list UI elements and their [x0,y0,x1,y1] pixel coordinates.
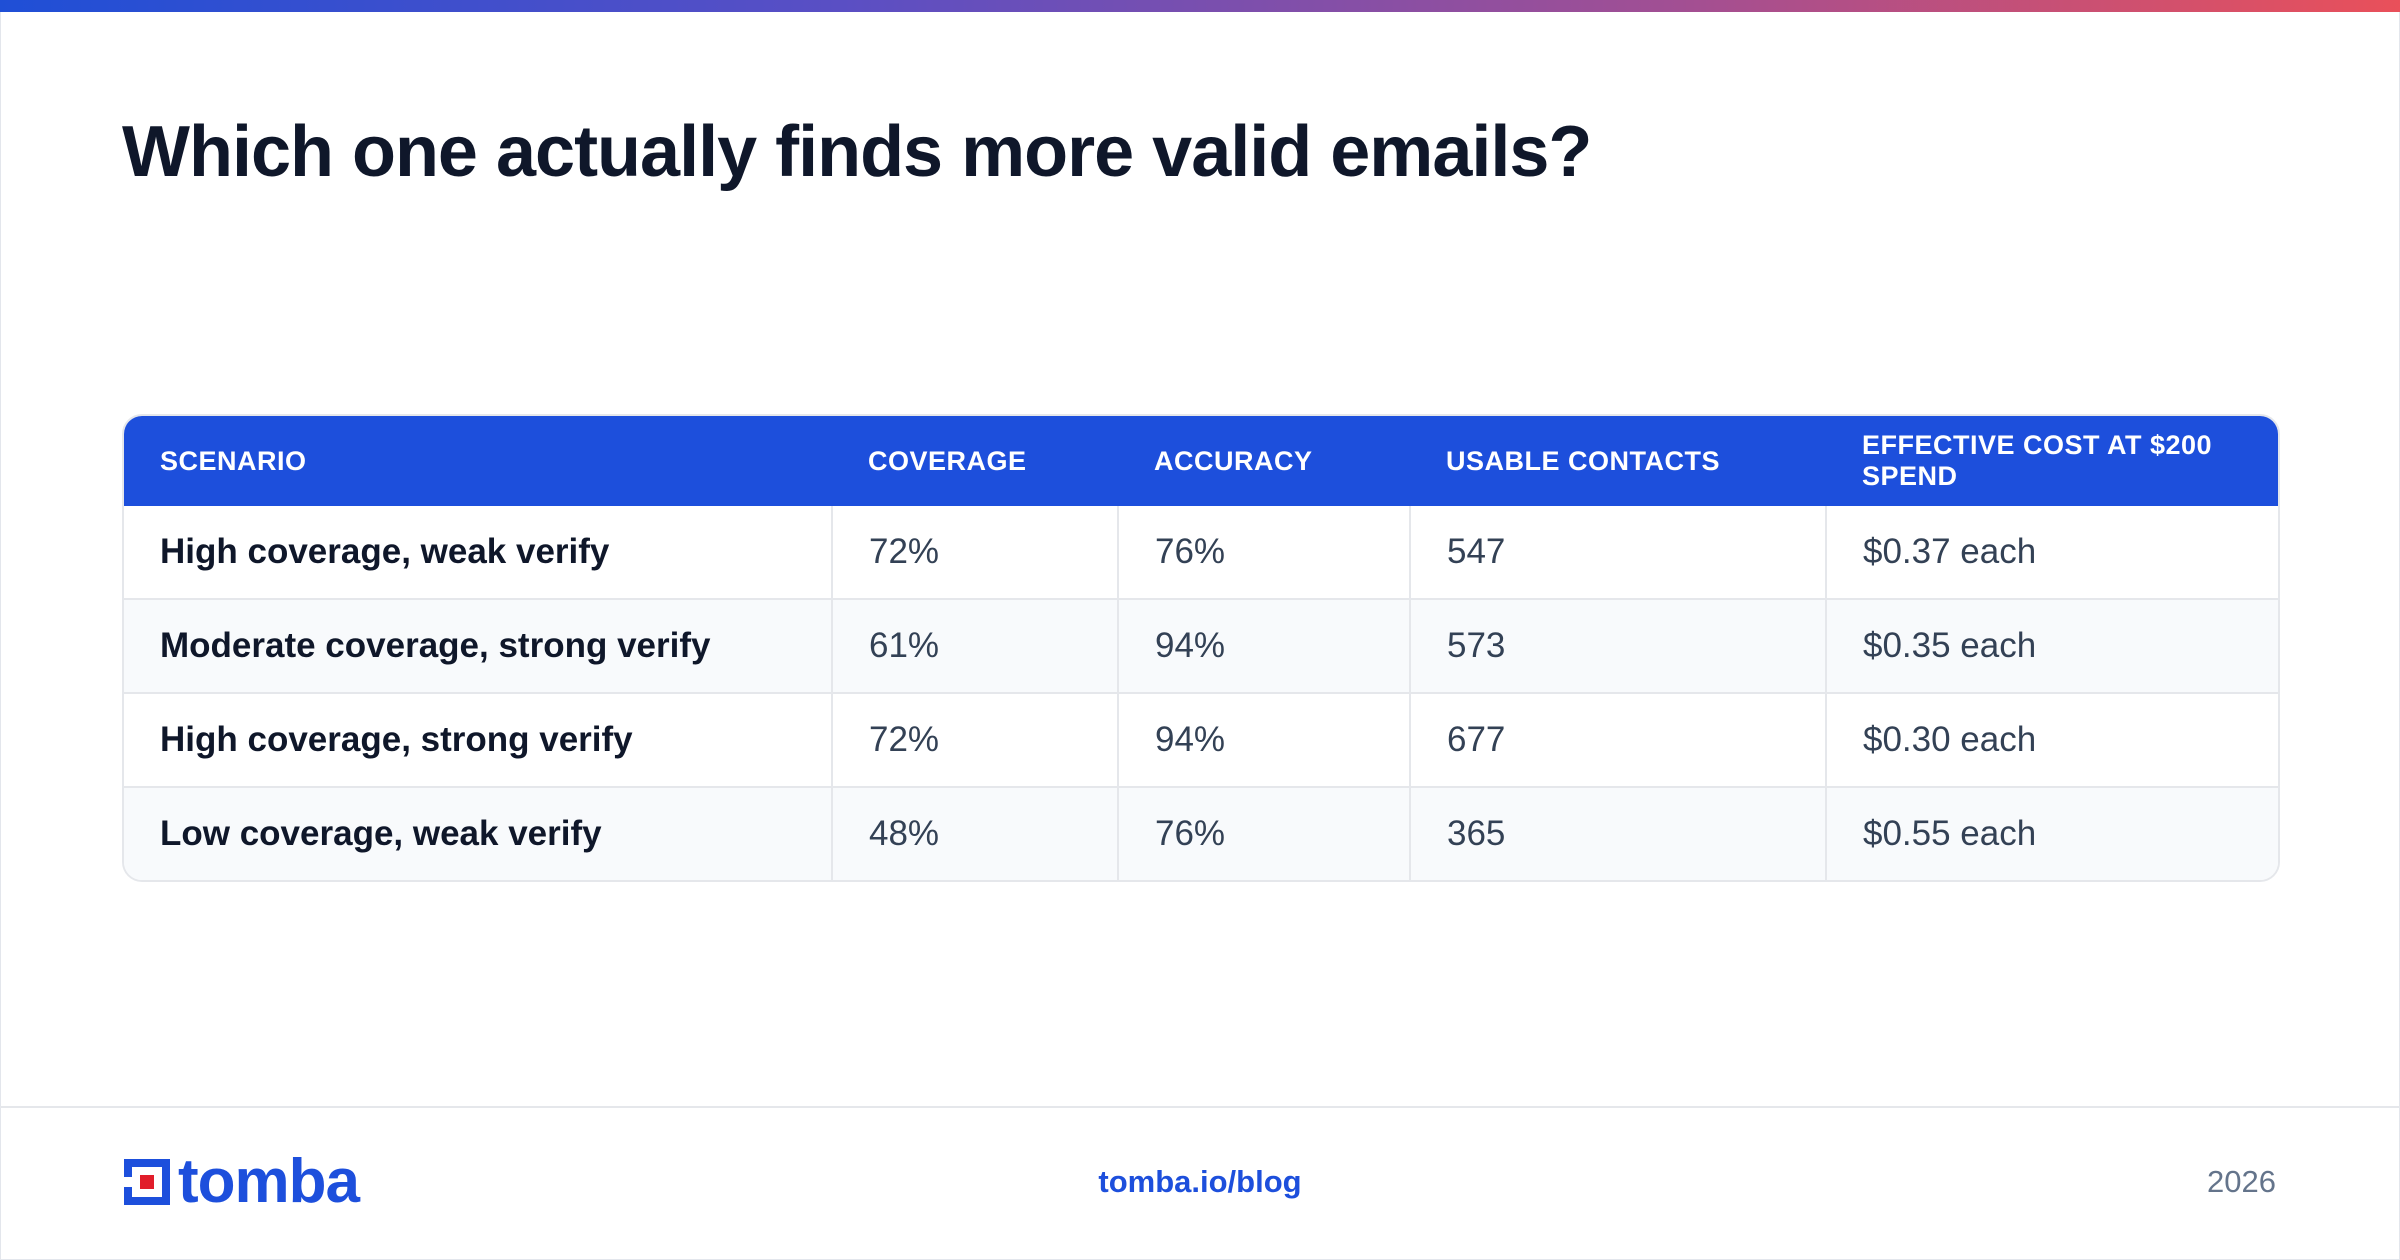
cell-usable-contacts: 365 [1409,786,1826,880]
table-row: High coverage, strong verify 72% 94% 677… [124,692,2278,787]
cell-usable-contacts: 547 [1409,506,1826,599]
table-row: Moderate coverage, strong verify 61% 94%… [124,598,2278,693]
cell-usable-contacts: 677 [1409,692,1826,787]
logo-wordmark: tomba [178,1147,360,1216]
cell-accuracy: 76% [1117,786,1410,880]
tomba-logo-icon [122,1157,172,1207]
cell-effective-cost: $0.35 each [1825,598,2278,693]
cell-effective-cost: $0.30 each [1825,692,2278,787]
table-header-row: SCENARIO COVERAGE ACCURACY USABLE CONTAC… [124,416,2278,506]
cell-effective-cost: $0.55 each [1825,786,2278,880]
footer-divider [0,1106,2400,1108]
cell-coverage: 48% [831,786,1118,880]
cell-accuracy: 94% [1117,692,1410,787]
cell-scenario: Low coverage, weak verify [124,786,832,880]
page-title: Which one actually finds more valid emai… [122,112,1592,192]
cell-scenario: High coverage, strong verify [124,692,832,787]
cell-scenario: High coverage, weak verify [160,532,610,571]
column-header-accuracy: ACCURACY [1118,416,1410,506]
column-header-coverage: COVERAGE [832,416,1118,506]
column-header-scenario: SCENARIO [124,416,832,506]
cell-accuracy: 94% [1117,598,1410,693]
top-gradient-bar [0,0,2400,12]
cell-coverage: 72% [831,506,1118,599]
column-header-effective-cost: EFFECTIVE COST AT $200 SPEND [1826,416,2278,506]
tomba-logo: tomba [122,1147,360,1216]
cell-scenario: Moderate coverage, strong verify [124,598,832,693]
table-row: High coverage, weak verify 72% 76% 547 $… [124,506,2278,599]
column-header-usable-contacts: USABLE CONTACTS [1410,416,1826,506]
footer-year: 2026 [2207,1164,2276,1199]
blog-link[interactable]: tomba.io/blog [1098,1164,1302,1199]
cell-coverage: 61% [831,598,1118,693]
cell-coverage: 72% [831,692,1118,787]
table-row: Low coverage, weak verify 48% 76% 365 $0… [124,786,2278,880]
comparison-table: SCENARIO COVERAGE ACCURACY USABLE CONTAC… [122,414,2280,882]
cell-accuracy: 76% [1117,506,1410,599]
cell-effective-cost: $0.37 each [1825,506,2278,599]
cell-usable-contacts: 573 [1409,598,1826,693]
